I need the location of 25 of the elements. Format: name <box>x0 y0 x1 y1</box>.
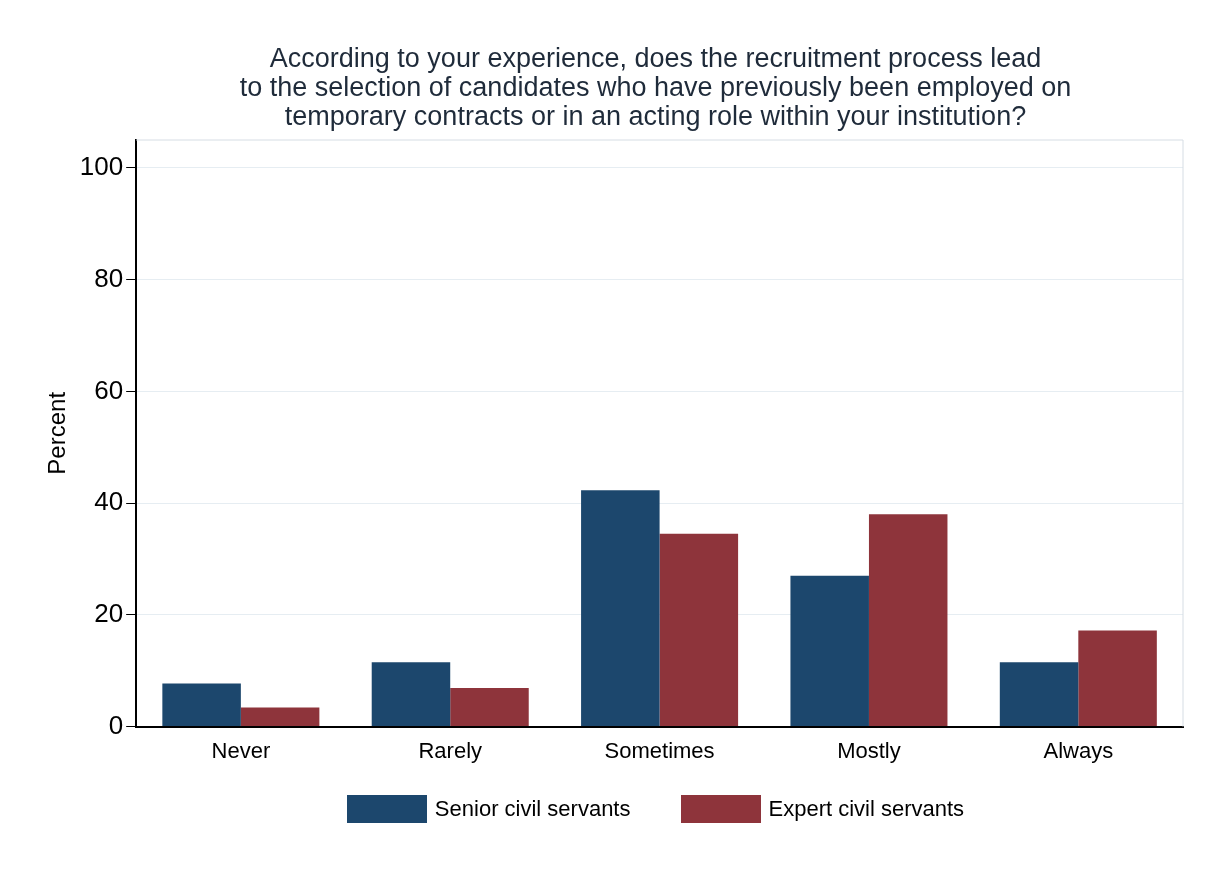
y-tick-label: 40 <box>94 486 124 517</box>
x-tick-label: Mostly <box>837 737 901 763</box>
bar <box>999 662 1079 727</box>
bar <box>868 514 948 727</box>
legend-label: Senior civil servants <box>434 796 631 822</box>
y-tick-label: 0 <box>108 709 124 740</box>
y-axis-title: Percent <box>43 391 71 475</box>
bar <box>659 533 739 727</box>
bar <box>790 575 869 727</box>
bar <box>1078 630 1157 727</box>
y-tick-label: 60 <box>94 374 124 405</box>
y-tick-label: 100 <box>79 151 124 182</box>
x-tick-label: Rarely <box>418 737 483 763</box>
legend-label: Expert civil servants <box>768 796 965 822</box>
bar <box>450 688 529 727</box>
bar <box>371 662 451 727</box>
bar <box>581 490 660 727</box>
x-tick-label: Sometimes <box>604 737 715 763</box>
bar <box>162 683 241 727</box>
x-tick-label: Never <box>211 737 271 763</box>
chart-title: According to your experience, does the recruitment process lead to the selection of candidates who have previously been employed on temporary contracts or in an acting role within your institution? <box>238 43 1073 131</box>
bar <box>240 707 320 727</box>
y-tick-label: 20 <box>94 598 124 629</box>
x-tick-label: Always <box>1043 737 1114 763</box>
y-tick-label: 80 <box>94 262 124 293</box>
